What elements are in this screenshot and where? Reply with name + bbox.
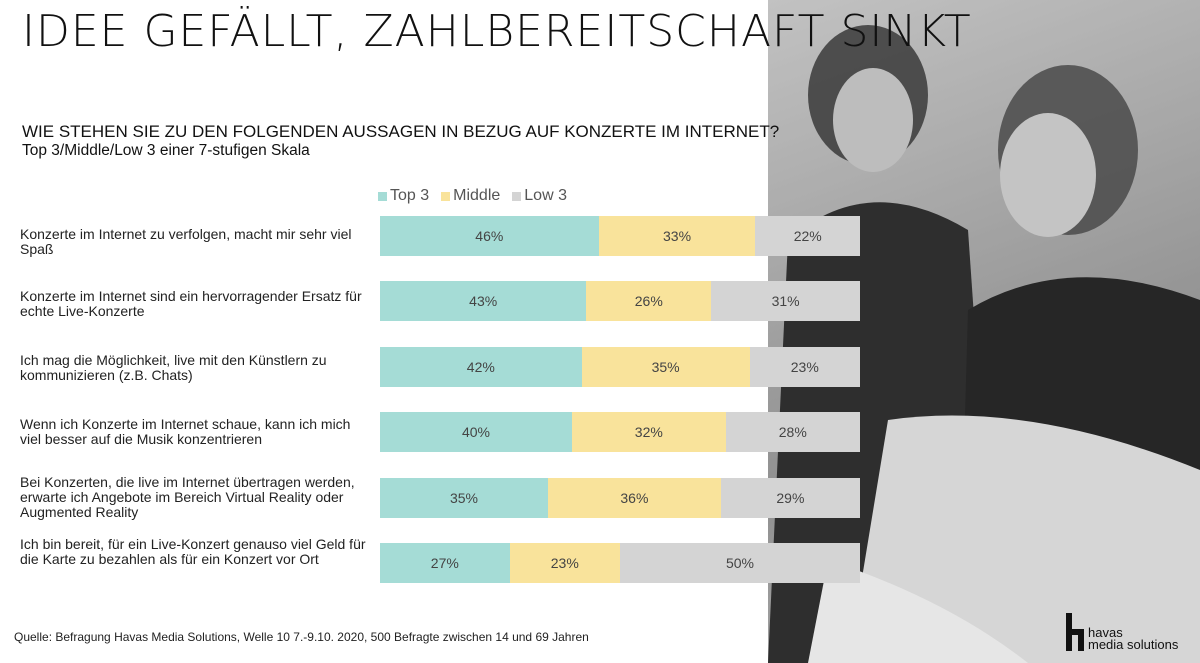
bar-segment-middle: 35% <box>581 347 750 387</box>
chart-legend: Top 3 Middle Low 3 <box>378 187 567 205</box>
row-label: Ich mag die Möglichkeit, live mit den Kü… <box>20 352 327 383</box>
havas-logo: havas media solutions <box>1066 613 1196 657</box>
row-label: Bei Konzerten, die live im Internet über… <box>20 474 355 520</box>
bar-segment-top3: 27% <box>380 543 510 583</box>
bar-segment-low3: 50% <box>619 543 860 583</box>
legend-item-middle: Middle <box>441 187 500 205</box>
havas-logo-mark <box>1066 613 1084 651</box>
bar-segment-low3: 22% <box>755 216 860 256</box>
bar-segment-low3: 23% <box>749 347 860 387</box>
bar-segment-top3: 43% <box>380 281 587 321</box>
bar-segment-low3: 29% <box>720 478 860 518</box>
bar-segment-middle: 36% <box>548 478 721 518</box>
bar-segment-middle: 26% <box>586 281 712 321</box>
legend-swatch-middle <box>441 191 451 201</box>
legend-item-top3: Top 3 <box>378 187 429 205</box>
photo-illustration <box>768 0 1200 663</box>
legend-label-low3: Low 3 <box>524 187 567 204</box>
background-photo <box>768 0 1200 663</box>
bar-row: 43% 26% 31% <box>380 281 860 321</box>
row-label: Konzerte im Internet zu verfolgen, macht… <box>20 226 352 257</box>
bar-segment-top3: 42% <box>380 347 582 387</box>
legend-swatch-top3 <box>378 191 387 201</box>
legend-item-low3: Low 3 <box>512 187 567 205</box>
row-label: Wenn ich Konzerte im Internet schaue, ka… <box>20 416 351 447</box>
page-title: IDEE GEFÄLLT, ZAHLBEREITSCHAFT SINKT <box>22 6 972 57</box>
legend-swatch-low3 <box>512 191 522 201</box>
bar-segment-top3: 35% <box>380 478 548 518</box>
chart-question: WIE STEHEN SIE ZU DEN FOLGENDEN AUSSAGEN… <box>22 122 780 141</box>
bar-segment-middle: 32% <box>572 412 726 452</box>
logo-line-1: havas <box>1088 625 1123 640</box>
bar-row: 27% 23% 50% <box>380 543 860 583</box>
bar-segment-top3: 46% <box>380 216 599 256</box>
havas-logo-text: havas media solutions <box>1088 625 1179 652</box>
bar-row: 46% 33% 22% <box>380 216 860 256</box>
chart-subtitle: Top 3/Middle/Low 3 einer 7-stufigen Skal… <box>22 142 310 159</box>
bar-segment-middle: 33% <box>598 216 756 256</box>
legend-label-top3: Top 3 <box>390 187 430 204</box>
legend-label-middle: Middle <box>453 187 501 204</box>
source-note: Quelle: Befragung Havas Media Solutions,… <box>14 630 589 644</box>
logo-line-2: media solutions <box>1088 637 1179 652</box>
bar-segment-low3: 28% <box>725 412 860 452</box>
bar-row: 42% 35% 23% <box>380 347 860 387</box>
row-label: Ich bin bereit, für ein Live-Konzert gen… <box>20 536 366 567</box>
bar-segment-low3: 31% <box>711 281 860 321</box>
bar-segment-middle: 23% <box>509 543 620 583</box>
bar-row: 35% 36% 29% <box>380 478 860 518</box>
row-label: Konzerte im Internet sind ein hervorrage… <box>20 288 362 319</box>
bar-row: 40% 32% 28% <box>380 412 860 452</box>
bar-segment-top3: 40% <box>380 412 572 452</box>
